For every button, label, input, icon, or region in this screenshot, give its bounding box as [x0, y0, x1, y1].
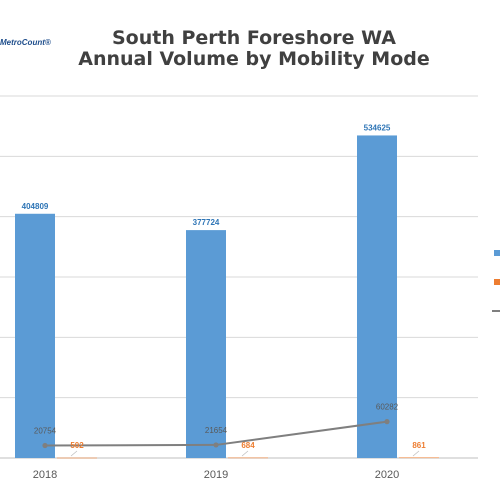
- leader-line: [70, 450, 78, 457]
- bar-series-1: [186, 230, 226, 458]
- x-tick-label: 2019: [204, 469, 228, 481]
- data-label-series-3: 21654: [205, 426, 228, 435]
- chart-title-line-2: Annual Volume by Mobility Mode: [78, 48, 430, 70]
- bar-series-2: [228, 457, 268, 459]
- metrocount-logo: MetroCount®: [0, 38, 51, 47]
- legend-swatch-series-2: [494, 279, 500, 285]
- bar-series-2: [399, 457, 439, 459]
- legend-swatch-series-1: [494, 250, 500, 256]
- bar-series-1: [15, 213, 55, 458]
- leader-line: [412, 450, 420, 457]
- bar-series-2: [57, 457, 97, 459]
- line-point-series-3: [42, 442, 48, 449]
- x-tick-label: 2020: [375, 469, 399, 481]
- bar-series-1: [357, 135, 397, 458]
- chart-title-line-1: South Perth Foreshore WA: [112, 27, 396, 49]
- leader-line: [241, 450, 249, 457]
- line-point-series-3: [384, 419, 390, 425]
- data-label-series-3: 20754: [34, 426, 57, 435]
- line-point-series-3: [213, 442, 219, 448]
- data-label-series-2: 502: [70, 441, 84, 450]
- data-label-series-1: 404809: [22, 202, 49, 211]
- data-label-series-1: 377724: [193, 218, 220, 227]
- data-label-series-2: 684: [241, 441, 255, 450]
- data-label-series-2: 861: [412, 441, 426, 450]
- x-tick-label: 2018: [33, 469, 57, 481]
- data-label-series-1: 534625: [364, 123, 391, 132]
- data-label-series-3: 60282: [376, 403, 399, 412]
